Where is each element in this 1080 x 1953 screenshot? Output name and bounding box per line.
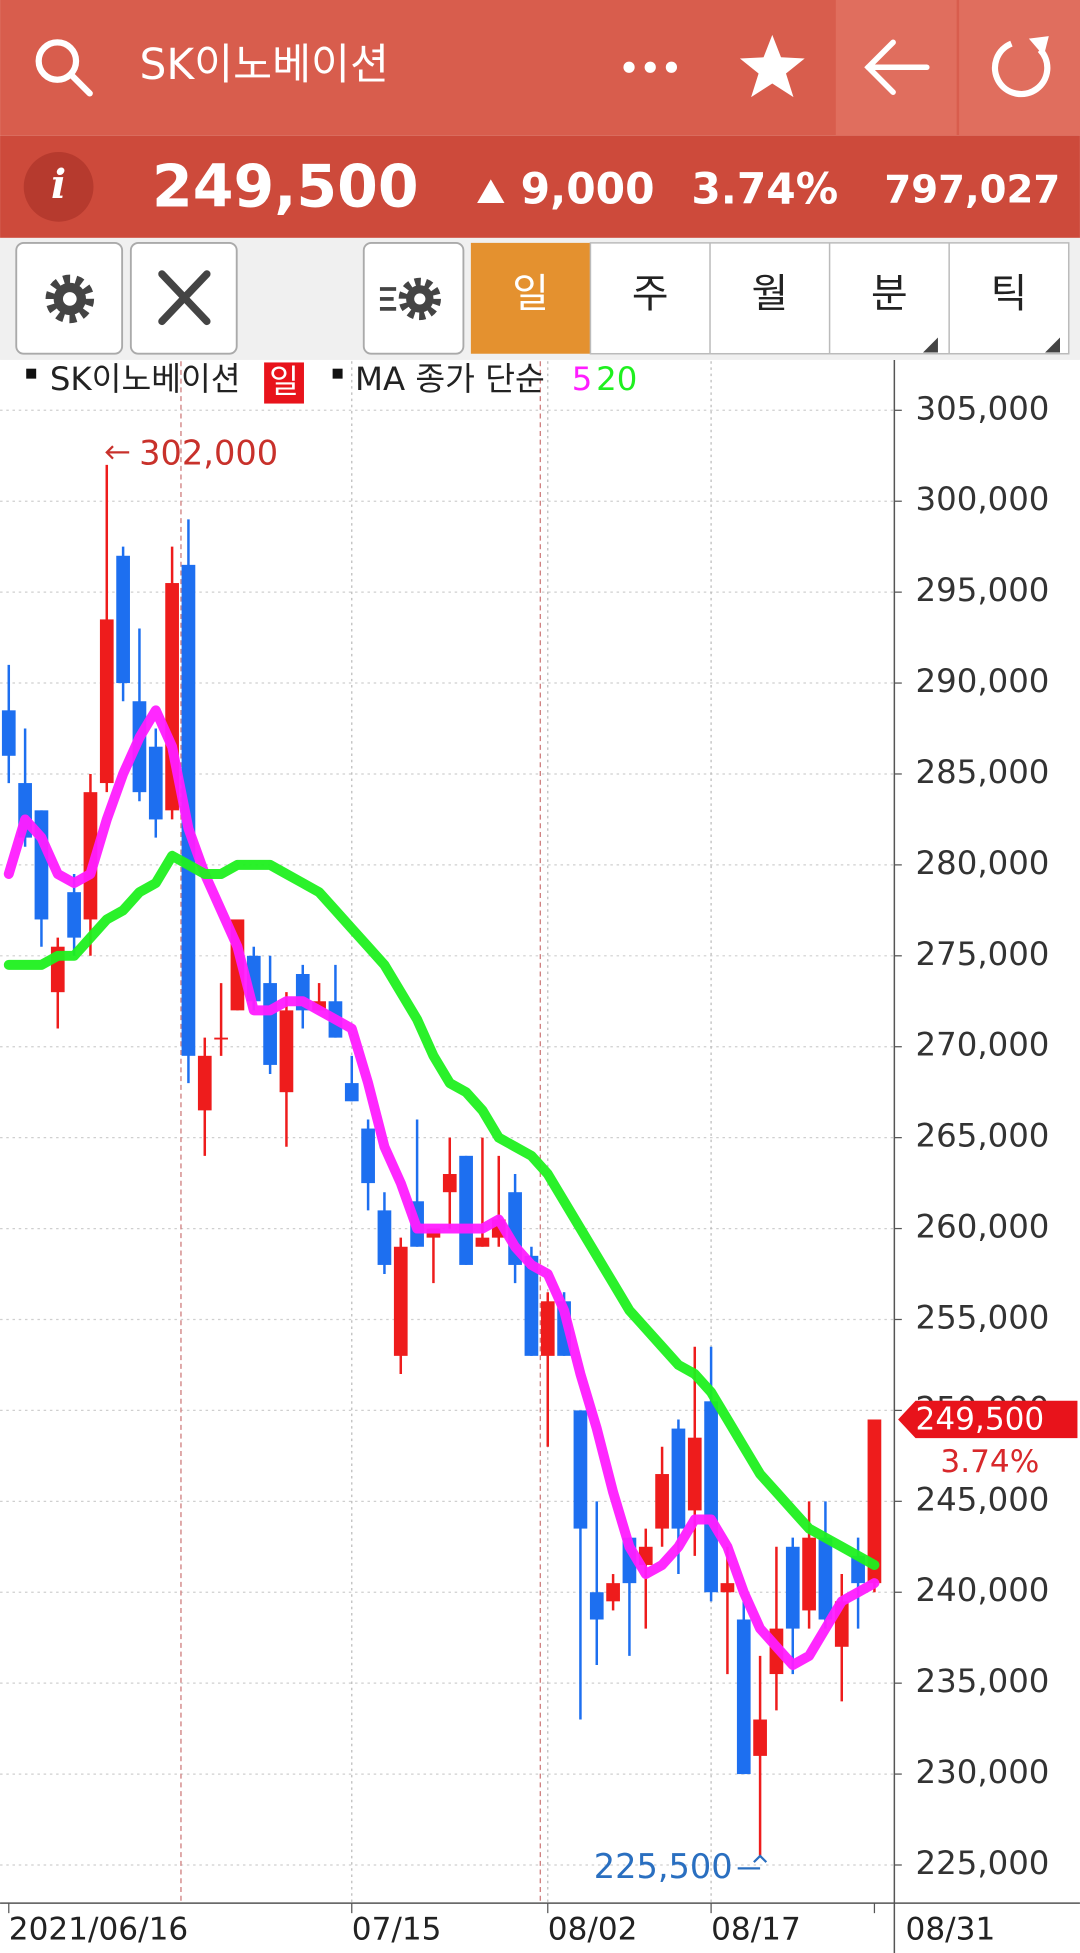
tools-icon (158, 270, 211, 326)
legend-square (26, 368, 37, 379)
candle-body (687, 1437, 702, 1511)
last-price-tag (898, 1400, 1078, 1439)
legend-series: SK이노베이션 (50, 360, 241, 398)
tab[interactable]: 분 (871, 271, 908, 317)
candle-body (393, 1246, 408, 1356)
legend-ma: MA 종가 단순 (355, 360, 545, 398)
legend-period-box (264, 362, 304, 404)
y-tick-label: 230,000 (916, 1753, 1050, 1791)
candle-body (704, 1401, 718, 1593)
y-tick-label: 225,000 (916, 1844, 1050, 1882)
tab[interactable]: 일 (512, 271, 549, 317)
y-tick-label: 255,000 (916, 1298, 1050, 1336)
x-tick-label: 08/17 (711, 1912, 801, 1948)
candle-body (524, 1255, 539, 1356)
ma-line (3, 850, 880, 1570)
x-tick-label: 2021/06/16 (9, 1912, 188, 1948)
candle-body (99, 619, 114, 784)
tab[interactable]: 주 (632, 271, 669, 317)
candle-body (361, 1128, 375, 1184)
min-arrow (737, 1854, 768, 1870)
candle-body (116, 555, 130, 684)
candle-body (214, 1037, 228, 1040)
y-tick-label: 270,000 (916, 1026, 1050, 1064)
candle-body (867, 1419, 882, 1584)
candle-body (279, 1010, 294, 1093)
candle-body (344, 1083, 359, 1102)
y-tick-label: 235,000 (916, 1662, 1050, 1700)
max-label: 302,000 (139, 433, 278, 472)
last-change-label: 3.74% (940, 1444, 1039, 1480)
y-tick-label: 240,000 (916, 1571, 1050, 1609)
y-tick-label: 245,000 (916, 1480, 1050, 1518)
refresh-button-bg[interactable] (959, 0, 1080, 136)
max-arrow (105, 445, 130, 460)
candle-body (589, 1592, 604, 1620)
y-tick-label: 265,000 (916, 1117, 1050, 1155)
candle-body (197, 1055, 212, 1111)
x-tick-label: 07/15 (352, 1912, 442, 1948)
volume: 797,027 (884, 167, 1060, 212)
tab-selected[interactable] (470, 242, 591, 354)
min-label: 225,500 (594, 1847, 733, 1886)
y-tick-label: 285,000 (916, 753, 1050, 791)
legend-ma-period: 20 (596, 360, 637, 398)
last-price-label: 249,500 (916, 1402, 1045, 1438)
info-icon: i (51, 162, 66, 208)
candle-body (442, 1174, 457, 1193)
candle-body (753, 1719, 767, 1756)
candle-body (802, 1537, 816, 1611)
legend-period: 일 (269, 363, 299, 401)
candle-body (459, 1155, 473, 1265)
y-tick-label: 280,000 (916, 844, 1050, 882)
candle-body (671, 1428, 686, 1529)
candle-body (540, 1301, 555, 1356)
search-icon[interactable] (35, 39, 93, 97)
back-icon[interactable] (864, 39, 930, 95)
ma-line (3, 705, 880, 1670)
x-tick-label: 08/02 (548, 1912, 638, 1948)
info-button[interactable] (23, 151, 94, 222)
candle-body (67, 892, 81, 938)
y-tick-label: 290,000 (916, 662, 1050, 700)
price-change: 9,000 (521, 164, 655, 213)
candle-body (606, 1583, 620, 1602)
legend-ma-period: 5 (572, 360, 593, 398)
candle-body (720, 1583, 735, 1593)
candle-body (148, 746, 163, 820)
quote-bar (0, 135, 1080, 238)
more-icon[interactable] (623, 61, 678, 73)
candle-body (818, 1537, 833, 1620)
up-triangle (477, 179, 505, 204)
y-tick-label: 260,000 (916, 1208, 1050, 1246)
tab[interactable]: 월 (751, 271, 788, 317)
candle-body (263, 983, 277, 1065)
candle-body (785, 1546, 800, 1629)
current-price: 249,500 (152, 153, 419, 221)
candle-body (475, 1237, 490, 1247)
app-title: SK이노베이션 (140, 40, 389, 89)
favorite-icon[interactable] (739, 34, 805, 98)
tab[interactable]: 틱 (991, 271, 1028, 317)
y-tick-label: 305,000 (916, 389, 1050, 427)
candle-body (83, 792, 98, 920)
x-tick-label: 08/31 (906, 1912, 996, 1948)
tab-corner (1045, 337, 1061, 353)
plot (0, 361, 895, 1904)
candle-body (655, 1474, 669, 1529)
refresh-icon[interactable] (991, 36, 1051, 98)
y-tick-label: 295,000 (916, 571, 1050, 609)
y-tick-label: 275,000 (916, 935, 1050, 973)
candle-body (573, 1410, 588, 1529)
candle-body (736, 1619, 751, 1775)
candle-body (377, 1210, 392, 1265)
tab-corner (923, 337, 938, 353)
candle-body (1, 710, 16, 756)
legend-square (332, 368, 343, 379)
tab-dividers (709, 242, 950, 354)
change-percent: 3.74% (691, 164, 838, 213)
y-tick-label: 300,000 (916, 480, 1050, 518)
